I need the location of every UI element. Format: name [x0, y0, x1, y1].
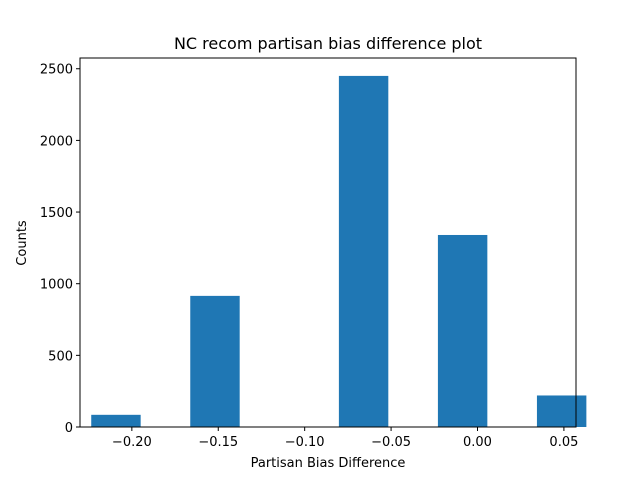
- x-tick-label: −0.10: [285, 435, 325, 450]
- x-tick-label: −0.05: [371, 435, 411, 450]
- histogram-bar-2: [190, 295, 240, 427]
- y-tick-label: 1500: [40, 206, 73, 221]
- histogram-bar-3: [338, 75, 389, 427]
- y-tick-label: 2500: [40, 63, 73, 78]
- x-tick-label: −0.15: [198, 435, 238, 450]
- x-tick-label: 0.05: [549, 435, 578, 450]
- x-axis-label: Partisan Bias Difference: [251, 456, 406, 471]
- x-axis-ticks: −0.20 −0.15 −0.10 −0.05 0.00 0.05: [112, 427, 578, 450]
- axes-frame: [79, 57, 577, 428]
- y-tick-label: 0: [65, 421, 73, 436]
- y-tick-label: 2000: [40, 134, 73, 149]
- chart-title: NC recom partisan bias difference plot: [174, 34, 482, 53]
- x-tick-label: 0.00: [463, 435, 492, 450]
- x-tick-label: −0.20: [112, 435, 152, 450]
- bars-group: [91, 75, 587, 427]
- histogram-bar-5: [536, 395, 587, 427]
- y-tick-label: 500: [48, 349, 73, 364]
- y-axis-label: Counts: [15, 220, 30, 266]
- plot-area: [79, 57, 587, 428]
- y-tick-label: 1000: [40, 278, 73, 293]
- y-axis-ticks: 0 500 1000 1500 2000 2500: [40, 63, 80, 436]
- histogram-bar-4: [437, 234, 488, 427]
- histogram-bar-1: [91, 414, 141, 427]
